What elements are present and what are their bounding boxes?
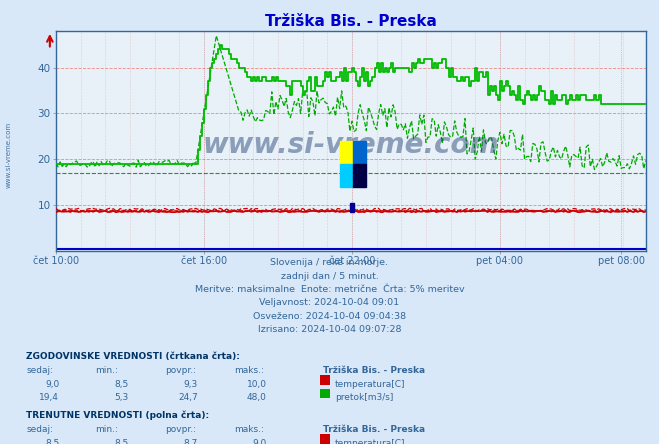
Text: 10,0: 10,0 (247, 380, 267, 388)
Text: 19,4: 19,4 (40, 393, 59, 402)
Text: Izrisano: 2024-10-04 09:07:28: Izrisano: 2024-10-04 09:07:28 (258, 325, 401, 334)
Bar (353, 164, 366, 187)
Bar (353, 141, 366, 164)
Text: www.si-vreme.com: www.si-vreme.com (5, 123, 12, 188)
Text: maks.:: maks.: (234, 425, 264, 434)
Text: temperatura[C]: temperatura[C] (335, 380, 405, 388)
Text: Slovenija / reke in morje.: Slovenija / reke in morje. (270, 258, 389, 267)
Text: 8,5: 8,5 (114, 439, 129, 444)
Text: min.:: min.: (96, 366, 119, 375)
Text: 9,0: 9,0 (45, 380, 59, 388)
Text: Osveženo: 2024-10-04 09:04:38: Osveženo: 2024-10-04 09:04:38 (253, 312, 406, 321)
Bar (350, 203, 354, 212)
Text: Tržiška Bis. - Preska: Tržiška Bis. - Preska (323, 425, 425, 434)
Text: zadnji dan / 5 minut.: zadnji dan / 5 minut. (281, 272, 378, 281)
Text: ZGODOVINSKE VREDNOSTI (črtkana črta):: ZGODOVINSKE VREDNOSTI (črtkana črta): (26, 352, 241, 361)
Bar (339, 164, 353, 187)
Text: Tržiška Bis. - Preska: Tržiška Bis. - Preska (323, 366, 425, 375)
Text: 8,7: 8,7 (183, 439, 198, 444)
Text: sedaj:: sedaj: (26, 425, 53, 434)
Text: 9,0: 9,0 (252, 439, 267, 444)
Title: Tržiška Bis. - Preska: Tržiška Bis. - Preska (265, 13, 437, 28)
Text: temperatura[C]: temperatura[C] (335, 439, 405, 444)
Text: Veljavnost: 2024-10-04 09:01: Veljavnost: 2024-10-04 09:01 (260, 298, 399, 307)
Text: 8,5: 8,5 (45, 439, 59, 444)
Text: TRENUTNE VREDNOSTI (polna črta):: TRENUTNE VREDNOSTI (polna črta): (26, 411, 210, 420)
Text: povpr.:: povpr.: (165, 425, 196, 434)
Text: 24,7: 24,7 (178, 393, 198, 402)
Text: povpr.:: povpr.: (165, 366, 196, 375)
Text: www.si-vreme.com: www.si-vreme.com (203, 131, 499, 159)
Bar (339, 141, 353, 164)
Text: pretok[m3/s]: pretok[m3/s] (335, 393, 393, 402)
Text: sedaj:: sedaj: (26, 366, 53, 375)
Text: min.:: min.: (96, 425, 119, 434)
Text: Meritve: maksimalne  Enote: metrične  Črta: 5% meritev: Meritve: maksimalne Enote: metrične Črta… (194, 285, 465, 294)
Text: maks.:: maks.: (234, 366, 264, 375)
Text: 48,0: 48,0 (247, 393, 267, 402)
Text: 9,3: 9,3 (183, 380, 198, 388)
Text: 8,5: 8,5 (114, 380, 129, 388)
Text: 5,3: 5,3 (114, 393, 129, 402)
